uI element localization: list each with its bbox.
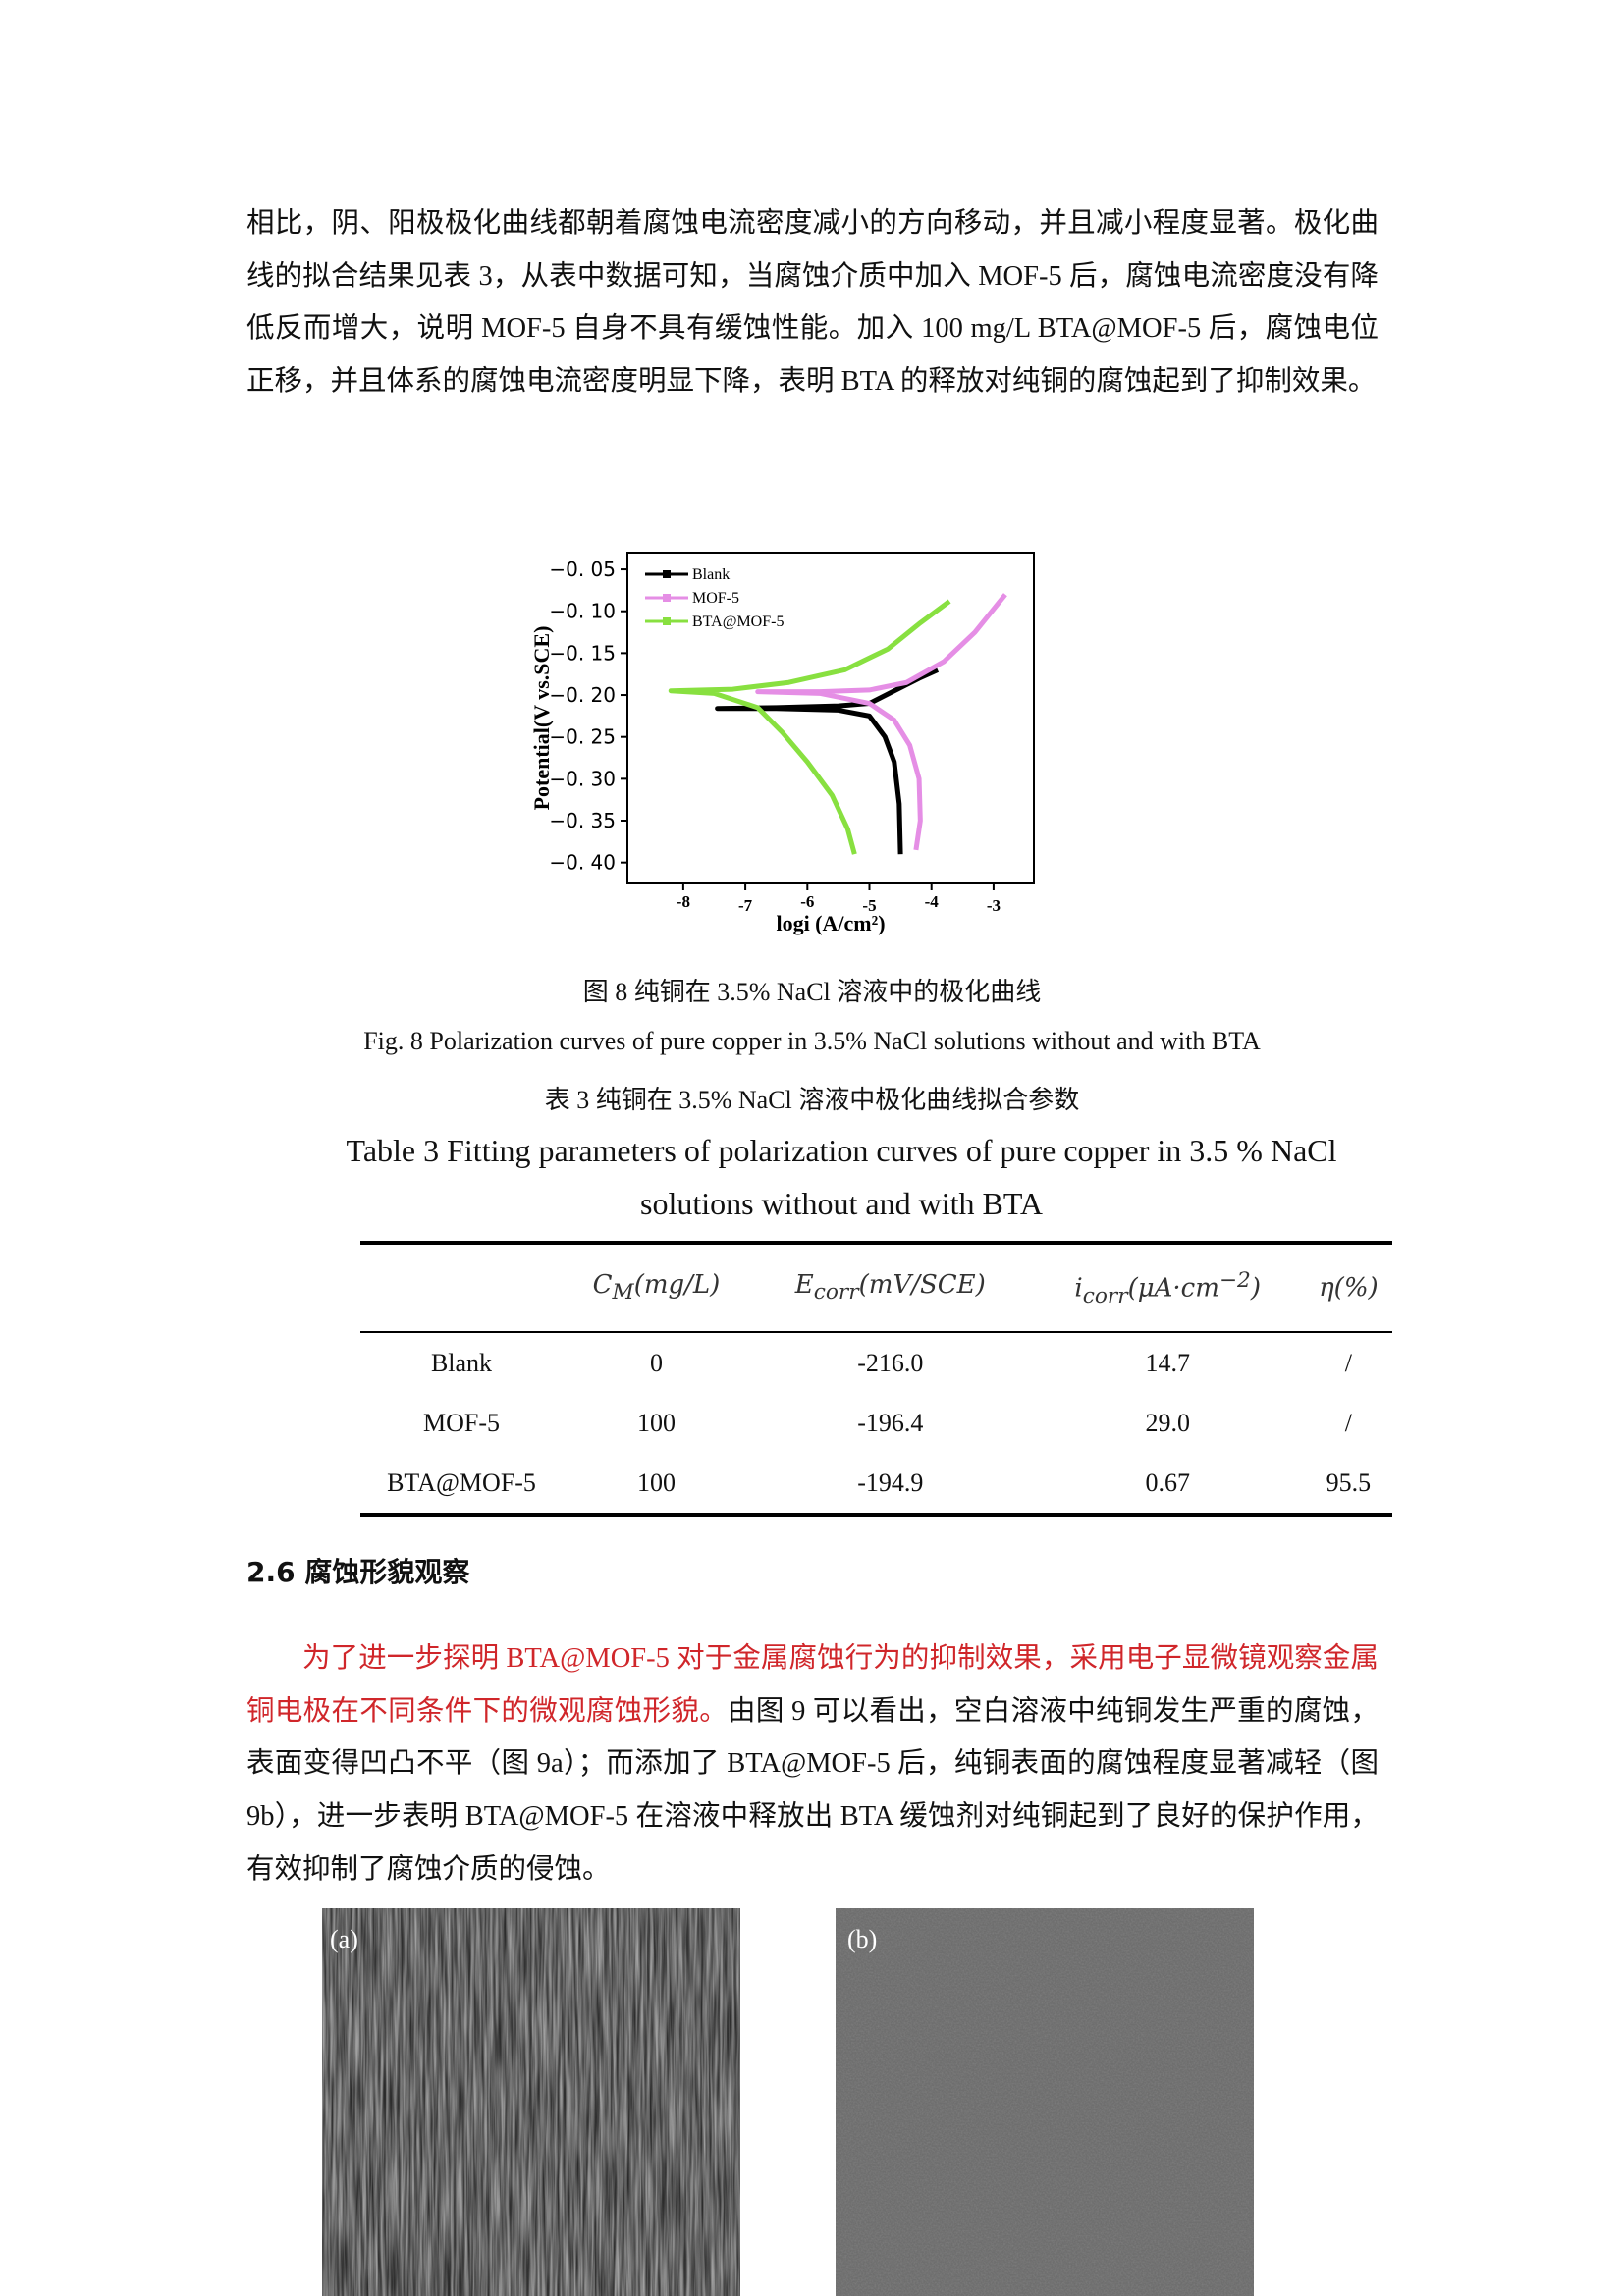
text: (μA·cm [1127, 1273, 1219, 1304]
table-caption-en: Table 3 Fitting parameters of polarizati… [346, 1133, 1337, 1221]
figure-caption: 图 8 纯铜在 3.5% NaCl 溶液中的极化曲线 [582, 978, 1042, 1006]
series-line [668, 599, 951, 855]
y-tick-label: −0. 10 [549, 600, 616, 623]
table-cell: 29.0 [1145, 1408, 1190, 1437]
text: η(%) [1319, 1273, 1379, 1303]
table-cell: 0.67 [1145, 1468, 1190, 1497]
text: (mV/SCE) [858, 1270, 986, 1301]
sem-image: (a) [322, 1908, 740, 2296]
image-label: (a) [330, 1925, 358, 1953]
legend-label: Blank [692, 566, 730, 583]
highlight-text: 为了进一步探明 BTA@MOF-5 对于金属腐蚀行为的抑制效果，采用电子显微镜观… [246, 1643, 1379, 1727]
legend-marker [663, 594, 671, 602]
chart: −0. 05 −0. 10 −0. 15 −0. 20 −0. 25 −0. 30 −0. … [529, 552, 1035, 935]
y-axis-title: Potential(V vs.SCE) [529, 626, 554, 811]
text: M [612, 1280, 634, 1306]
y-tick-label: −0. 30 [549, 767, 616, 790]
table-caption: 表 3 纯铜在 3.5% NaCl 溶液中极化曲线拟合参数 [544, 1086, 1080, 1114]
text: 由图 9 可以看出，空白溶液中纯铜发生严重的腐蚀，表面变得凹凸不平（图 9a）；… [246, 1695, 1379, 1885]
y-tick-label: −0. 35 [549, 809, 616, 832]
table-cell: 14.7 [1145, 1348, 1190, 1377]
legend-label: MOF-5 [692, 590, 739, 607]
y-tick-label: −0. 40 [549, 851, 616, 875]
text: C [592, 1270, 613, 1301]
header-cell: CM(mg/L) [563, 1243, 750, 1332]
y-tick-label: −0. 20 [549, 683, 616, 707]
x-tick-label: -4 [925, 892, 940, 911]
header-cell: icorr(μA·cm−2) [1031, 1243, 1305, 1332]
sem-image: (b) [836, 1908, 1254, 2296]
text: corr [813, 1280, 859, 1306]
legend-marker [663, 617, 671, 625]
table-cell: Blank [430, 1348, 493, 1377]
y-tick-label: −0. 15 [549, 641, 616, 665]
x-tick-label: -7 [738, 896, 753, 915]
y-tick-label: −0. 25 [549, 725, 616, 749]
legend-marker [663, 570, 671, 578]
text: ) [1250, 1273, 1261, 1304]
x-tick-label: -5 [862, 896, 876, 915]
figure-caption-en: Fig. 8 Polarization curves of pure coppe… [363, 1027, 1261, 1055]
table-cell: MOF-5 [422, 1408, 500, 1437]
table-cell: -216.0 [857, 1348, 924, 1377]
series-line [715, 667, 940, 855]
text: (mg/L) [633, 1270, 721, 1301]
paragraph: 相比，阴、阳极极化曲线都朝着腐蚀电流密度减小的方向移动，并且减小程度显著。极化曲… [246, 208, 1379, 398]
table-cell: / [1344, 1408, 1352, 1437]
table-cell: 100 [636, 1408, 676, 1437]
table-row: Blank 0 -216.0 14.7 / [360, 1332, 1392, 1393]
x-tick-label: -8 [677, 892, 690, 911]
table: CM(mg/L) Ecorr(mV/SCE) icorr(μA·cm−2) η(… [360, 1241, 1392, 1517]
text: −2 [1218, 1267, 1251, 1293]
table-cell: -196.4 [857, 1408, 924, 1437]
image-label: (b) [847, 1925, 877, 1953]
text: corr [1082, 1283, 1128, 1308]
x-tick-label: -6 [800, 892, 814, 911]
table-cell: 0 [649, 1348, 663, 1377]
x-axis-title: logi (A/cm²) [776, 911, 885, 935]
legend-label: BTA@MOF-5 [692, 614, 784, 630]
table-cell: 100 [636, 1468, 676, 1497]
header-cell: η(%) [1305, 1243, 1392, 1332]
header-cell [360, 1243, 563, 1332]
series-line [755, 593, 1007, 851]
paragraph: 为了进一步探明 BTA@MOF-5 对于金属腐蚀行为的抑制效果，采用电子显微镜观… [246, 1632, 1379, 1896]
table-row: BTA@MOF-5 100 -194.9 0.67 95.5 [360, 1453, 1392, 1515]
text: E [794, 1270, 814, 1301]
plot-frame [626, 552, 1035, 884]
table-cell: BTA@MOF-5 [387, 1468, 536, 1497]
text: i [1074, 1273, 1083, 1304]
header-cell: Ecorr(mV/SCE) [750, 1243, 1031, 1332]
table-cell: 95.5 [1326, 1468, 1372, 1497]
y-tick-label: −0. 05 [549, 558, 616, 581]
table-cell: -194.9 [857, 1468, 924, 1497]
x-tick-label: -3 [987, 896, 1001, 915]
table-row: MOF-5 100 -196.4 29.0 / [360, 1393, 1392, 1453]
section-heading: 2.6 腐蚀形貌观察 [246, 1556, 470, 1588]
table-cell: / [1344, 1348, 1352, 1377]
